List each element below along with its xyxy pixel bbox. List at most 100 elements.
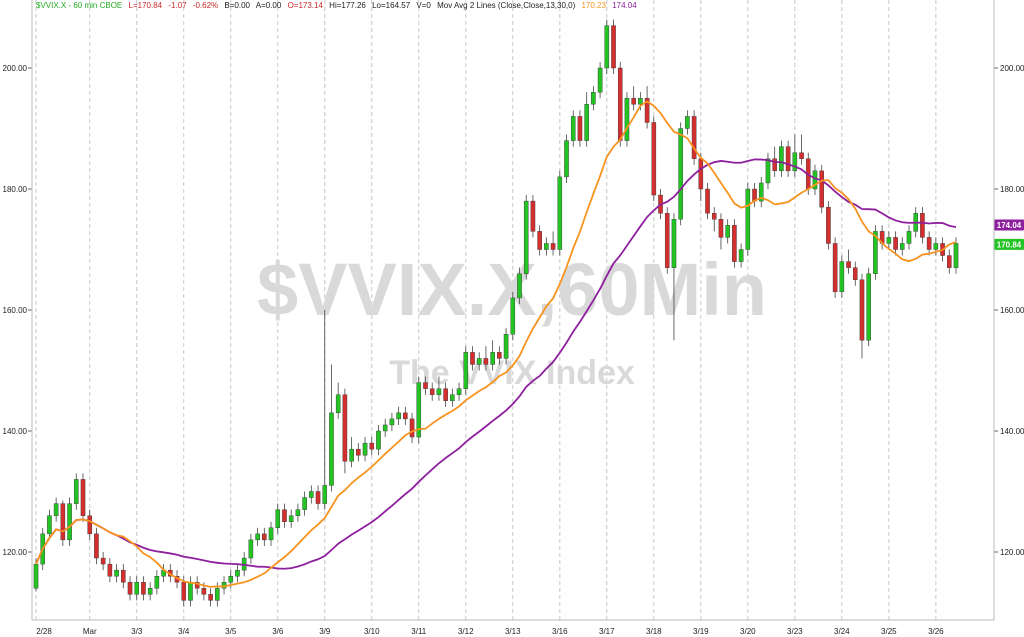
header-symbol: $VVIX.X - 60 min CBOE [36,1,122,10]
candle-down [409,418,415,438]
x-tick-label: 3/16 [552,627,568,636]
candle-up [638,98,643,105]
price-tag-slow-label: 174.04 [997,221,1022,230]
candle-down [852,267,858,280]
candle-up [738,249,744,262]
candle-down [356,448,361,456]
candle-down [617,67,623,141]
candle-up [147,588,153,595]
right-price-label: 140.00 [1000,427,1024,436]
candle-up [933,243,939,250]
candle-up [624,98,630,141]
candle-up [396,412,401,420]
candle-down [87,515,93,535]
header-high: Hi=177.26 [329,1,366,10]
x-tick-label: Mar [83,627,97,636]
candlestick-series [33,19,959,607]
candle-down [577,116,583,141]
candle-up [490,352,495,365]
left-price-label: 200.00 [3,64,28,73]
header-open: O=173.14 [288,1,324,10]
candle-down [893,237,898,250]
candle-up [463,352,469,389]
x-tick-label: 3/11 [411,627,427,636]
candle-down [947,255,952,268]
x-tick-label: 3/9 [319,627,331,636]
candle-up [792,152,798,172]
candle-up [671,219,677,268]
candle-up [436,388,442,395]
candle-down [732,225,737,262]
candle-down [181,582,187,601]
candle-up [154,576,160,589]
price-tag-last-label: 170.84 [997,240,1022,249]
candle-up [228,576,234,583]
header-volume: V=0 [416,1,431,10]
candle-up [450,394,455,401]
candle-down [826,206,831,244]
candle-up [295,509,301,516]
candle-down [799,152,804,159]
candle-down [718,219,724,238]
candle-down [403,412,408,420]
candle-down [141,582,146,595]
candle-down [94,533,99,559]
x-tick-label: 2/28 [36,627,52,636]
candle-down [80,479,86,516]
candle-up [188,582,193,601]
left-price-label: 180.00 [3,185,28,194]
candle-up [604,25,610,69]
left-price-label: 120.00 [3,548,28,557]
x-tick-label: 3/23 [787,627,803,636]
x-tick-label: 3/26 [928,627,944,636]
right-price-label: 120.00 [1000,548,1024,557]
candle-up [74,479,79,504]
candle-up [134,582,140,595]
candle-down [497,352,502,359]
candle-down [530,200,536,232]
candle-down [926,237,932,250]
candle-down [121,569,126,583]
candle-down [315,491,321,504]
x-tick-label: 3/12 [458,627,474,636]
candle-down [429,388,435,395]
candle-up [765,158,771,184]
svg-text:$VVIX.X - 60 min CBOE: $VVIX.X - 60 min CBOE L=170.84 -1.07 -0.… [36,1,637,10]
candle-up [517,273,522,299]
candle-down [282,509,287,522]
candle-up [389,418,395,426]
candle-up [591,91,596,105]
candle-up [839,261,845,293]
candle-up [275,509,281,528]
candle-down [651,122,657,196]
candle-up [376,430,381,450]
candle-down [342,394,348,462]
x-tick-label: 3/10 [364,627,380,636]
x-tick-label: 3/17 [599,627,615,636]
candle-down [262,533,267,541]
x-tick-label: 3/20 [740,627,756,636]
candle-up [557,176,563,250]
candle-up [322,485,328,504]
candle-down [859,279,865,341]
price-tag-last-bg [994,238,1024,250]
candle-up [544,243,549,250]
candle-down [127,582,133,595]
candle-down [920,212,925,238]
candle-down [60,503,66,541]
candle-down [483,358,489,365]
candle-up [309,491,314,498]
candle-down [711,212,717,220]
candle-up [570,116,576,141]
x-tick-label: 3/13 [505,627,521,636]
candle-up [47,515,52,535]
candle-up [758,182,764,202]
header-change-pct: -0.62% [193,1,218,10]
candle-up [248,539,254,559]
right-price-label: 180.00 [1000,185,1024,194]
candle-down [705,188,710,214]
header-change: -1.07 [168,1,187,10]
left-price-label: 160.00 [3,306,28,315]
candle-up [235,569,240,577]
